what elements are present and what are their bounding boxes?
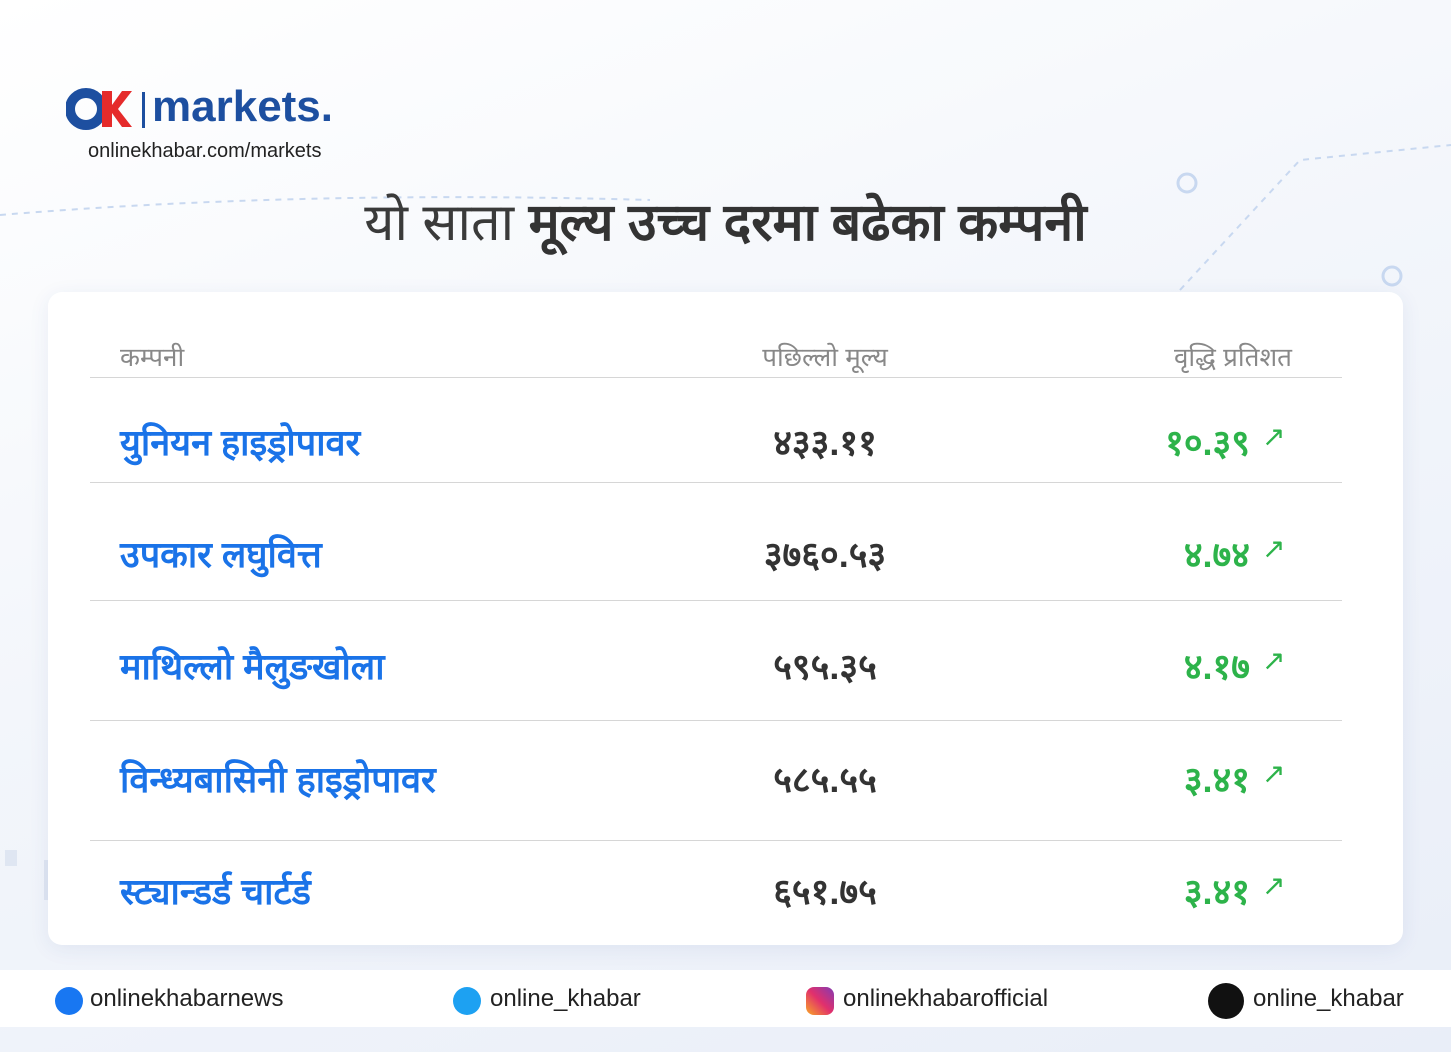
row-separator xyxy=(90,840,1342,841)
column-header: कम्पनी xyxy=(120,342,185,372)
last-price: ६५१.७५ xyxy=(773,871,877,912)
site-url: onlinekhabar.com/markets xyxy=(88,140,322,162)
company-name: विन्ध्यबासिनी हाइड्रोपावर xyxy=(120,759,436,800)
twitter-icon xyxy=(453,987,481,1015)
logo-mark xyxy=(66,88,132,130)
last-price: ५९५.३५ xyxy=(773,646,877,687)
growth-percent: ३.४१ xyxy=(1183,871,1250,912)
column-header: वृद्धि प्रतिशत xyxy=(1173,342,1292,372)
last-price: ३७६०.५३ xyxy=(763,534,887,575)
instagram-handle[interactable]: onlinekhabarofficial xyxy=(843,985,1049,1012)
row-separator xyxy=(90,600,1342,601)
up-arrow: ↗ xyxy=(1262,758,1286,789)
tiktok-handle[interactable]: online_khabar xyxy=(1253,985,1404,1012)
up-arrow: ↗ xyxy=(1262,870,1286,901)
last-price: ४३३.११ xyxy=(773,422,877,463)
logo-divider xyxy=(142,92,145,128)
instagram-icon xyxy=(806,987,834,1015)
up-arrow: ↗ xyxy=(1262,421,1286,452)
last-price: ५८५.५५ xyxy=(773,759,877,800)
growth-percent: ४.१७ xyxy=(1183,646,1250,687)
twitter-handle[interactable]: online_khabar xyxy=(490,985,641,1012)
facebook-handle[interactable]: onlinekhabarnews xyxy=(90,985,284,1012)
facebook-icon xyxy=(55,987,83,1015)
column-header: पछिल्लो मूल्य xyxy=(762,342,888,372)
company-name: उपकार लघुवित्त xyxy=(120,534,322,575)
growth-percent: ३.४१ xyxy=(1183,759,1250,800)
growth-percent: १०.३९ xyxy=(1165,422,1250,463)
title-light: यो साता xyxy=(364,194,515,252)
tiktok-icon xyxy=(1208,983,1244,1019)
up-arrow: ↗ xyxy=(1262,645,1286,676)
table-card xyxy=(48,292,1403,945)
up-arrow: ↗ xyxy=(1262,533,1286,564)
title-bold: मूल्य उच्च दरमा बढेका कम्पनी xyxy=(528,194,1087,252)
row-separator xyxy=(90,482,1342,483)
company-name: स्ट्यान्डर्ड चार्टर्ड xyxy=(120,871,311,912)
growth-percent: ४.७४ xyxy=(1183,534,1250,575)
title: यो साता मूल्य उच्च दरमा बढेका कम्पनी xyxy=(0,185,1451,256)
header-separator xyxy=(90,377,1342,378)
company-name: माथिल्लो मैलुङखोला xyxy=(120,646,385,687)
logo-text: markets. xyxy=(152,82,334,131)
row-separator xyxy=(90,720,1342,721)
company-name: युनियन हाइड्रोपावर xyxy=(120,422,361,463)
